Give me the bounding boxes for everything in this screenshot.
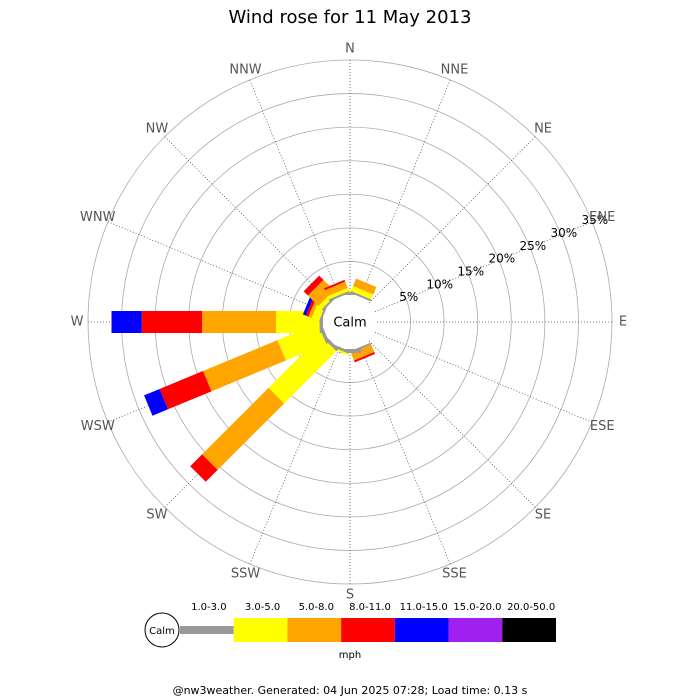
direction-label: ENE xyxy=(589,210,615,225)
direction-spoke xyxy=(368,340,536,508)
bar-segment xyxy=(328,290,350,302)
legend-unit: mph xyxy=(339,650,361,661)
bar-segment xyxy=(350,344,375,361)
calm-circle xyxy=(325,297,375,347)
r-tick-label: 15% xyxy=(457,264,484,278)
direction-label: WSW xyxy=(81,419,115,434)
direction-label: W xyxy=(71,315,84,330)
legend-swatch xyxy=(394,618,449,642)
direction-label: SE xyxy=(535,508,551,523)
direction-label: SW xyxy=(146,508,167,523)
bar-segment xyxy=(324,279,346,291)
chart-title: Wind rose for 11 May 2013 xyxy=(229,7,472,28)
bar-segment xyxy=(268,335,337,404)
bar-segment xyxy=(190,454,218,482)
bar-segment xyxy=(141,311,203,333)
legend-swatch xyxy=(341,618,395,642)
bar-segment xyxy=(202,387,285,470)
direction-spoke xyxy=(249,79,341,298)
bar-segment xyxy=(324,281,348,297)
bar-segment xyxy=(350,286,374,300)
legend-swatch xyxy=(287,618,342,642)
bar-segment xyxy=(111,311,142,333)
direction-spoke xyxy=(107,221,326,313)
direction-spoke xyxy=(374,331,593,423)
direction-label: E xyxy=(619,315,627,330)
direction-label: ESE xyxy=(590,419,615,434)
direction-spoke xyxy=(164,136,332,304)
r-tick-label: 25% xyxy=(519,239,546,253)
bar-segment xyxy=(202,311,276,333)
bar-segment xyxy=(302,294,315,316)
legend-label: 3.0-5.0 xyxy=(245,602,280,613)
r-tick-label: 30% xyxy=(550,226,577,240)
bar-segment xyxy=(352,278,377,295)
direction-label: NNW xyxy=(229,62,261,77)
legend-swatch xyxy=(180,626,234,634)
legend-label: 8.0-11.0 xyxy=(349,602,391,613)
legend-calm-circle xyxy=(144,612,180,648)
direction-spoke xyxy=(249,346,341,565)
direction-spoke xyxy=(374,221,593,313)
legend-swatch xyxy=(233,618,288,642)
direction-spoke xyxy=(368,136,536,304)
legend-swatch xyxy=(502,618,556,642)
direction-spoke xyxy=(359,79,451,298)
direction-label: NE xyxy=(534,121,552,136)
bar-segment xyxy=(159,370,212,410)
legend-label: 15.0-20.0 xyxy=(453,602,501,613)
direction-label: NNE xyxy=(441,62,469,77)
r-tick-label: 5% xyxy=(399,290,418,304)
legend-label: 20.0-50.0 xyxy=(507,602,555,613)
legend-calm-label: Calm xyxy=(149,626,175,637)
bar-segment xyxy=(307,279,334,306)
direction-label: WNW xyxy=(80,210,116,225)
bar-segment xyxy=(327,287,350,300)
direction-label: NW xyxy=(146,121,169,136)
footer: @nw3weather. Generated: 04 Jun 2025 07:2… xyxy=(173,684,528,697)
legend-swatch xyxy=(448,618,503,642)
bar-segment xyxy=(350,290,372,302)
direction-label: SSE xyxy=(442,567,467,582)
bar-segment xyxy=(354,352,376,363)
direction-label: N xyxy=(345,42,355,57)
direction-label: SSW xyxy=(231,567,261,582)
legend-label: 1.0-3.0 xyxy=(191,602,226,613)
calm-label: Calm xyxy=(333,316,366,331)
legend-label: 11.0-15.0 xyxy=(400,602,448,613)
direction-spoke xyxy=(359,346,451,565)
r-tick-label: 20% xyxy=(488,252,515,266)
bar-segment xyxy=(144,388,168,416)
bar-segment xyxy=(303,275,324,296)
direction-label: S xyxy=(346,588,354,603)
legend-label: 5.0-8.0 xyxy=(299,602,334,613)
r-tick-label: 35% xyxy=(581,213,608,227)
r-tick-label: 10% xyxy=(426,277,453,291)
bar-segment xyxy=(202,340,286,392)
